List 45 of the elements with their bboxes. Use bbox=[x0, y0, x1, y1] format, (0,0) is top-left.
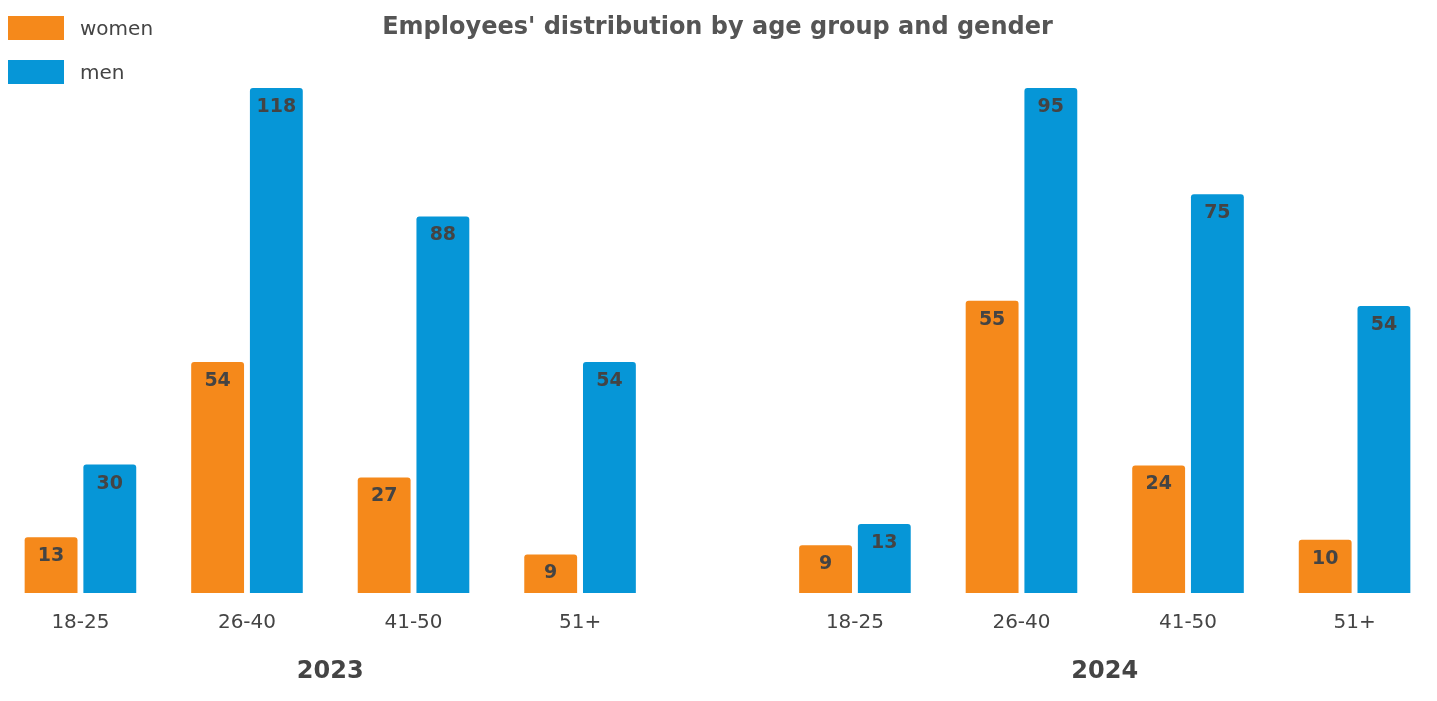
bar bbox=[799, 545, 853, 593]
x-axis-title: 2023 bbox=[296, 656, 364, 684]
bar bbox=[191, 361, 245, 593]
data-label: 13 bbox=[37, 543, 65, 566]
bar bbox=[857, 523, 911, 593]
bar bbox=[83, 464, 137, 593]
bar bbox=[357, 477, 411, 593]
bar bbox=[1190, 194, 1244, 593]
data-label: 75 bbox=[1204, 200, 1231, 223]
x-tick-label: 26-40 bbox=[217, 609, 277, 633]
bar bbox=[582, 361, 636, 593]
data-label: 9 bbox=[544, 560, 558, 583]
data-label: 54 bbox=[596, 367, 623, 390]
bar bbox=[1024, 88, 1078, 593]
x-tick-label: 51+ bbox=[558, 609, 602, 633]
x-tick-label: 41-50 bbox=[384, 609, 443, 633]
data-label: 24 bbox=[1145, 471, 1172, 494]
bar bbox=[524, 554, 578, 593]
x-tick-label: 18-25 bbox=[825, 609, 885, 633]
bar bbox=[965, 300, 1019, 593]
data-label: 54 bbox=[204, 367, 231, 390]
data-label: 88 bbox=[429, 222, 457, 245]
bar bbox=[249, 88, 303, 593]
data-label: 55 bbox=[978, 306, 1006, 329]
data-label: 95 bbox=[1037, 94, 1065, 116]
data-label: 10 bbox=[1311, 545, 1339, 568]
x-tick-label: 18-25 bbox=[51, 609, 110, 633]
bar bbox=[1357, 305, 1411, 593]
x-tick-label: 41-50 bbox=[1158, 609, 1218, 633]
data-label: 54 bbox=[1370, 311, 1398, 334]
bar bbox=[416, 216, 470, 593]
data-label: 13 bbox=[871, 529, 898, 552]
bar bbox=[24, 537, 78, 593]
legend-label: women bbox=[80, 16, 154, 40]
data-label: 118 bbox=[256, 94, 297, 116]
text: Employees' distribution by age group and gender bbox=[382, 12, 1053, 40]
legend-label: men bbox=[80, 60, 125, 84]
data-label: 27 bbox=[370, 483, 398, 506]
data-label: 9 bbox=[818, 551, 833, 574]
x-tick-label: 26-40 bbox=[992, 609, 1051, 633]
bar bbox=[1132, 465, 1186, 593]
bar bbox=[1298, 539, 1352, 593]
data-label: 30 bbox=[96, 470, 124, 493]
x-tick-label: 51+ bbox=[1333, 609, 1376, 633]
x-axis-title: 2024 bbox=[1071, 656, 1139, 684]
